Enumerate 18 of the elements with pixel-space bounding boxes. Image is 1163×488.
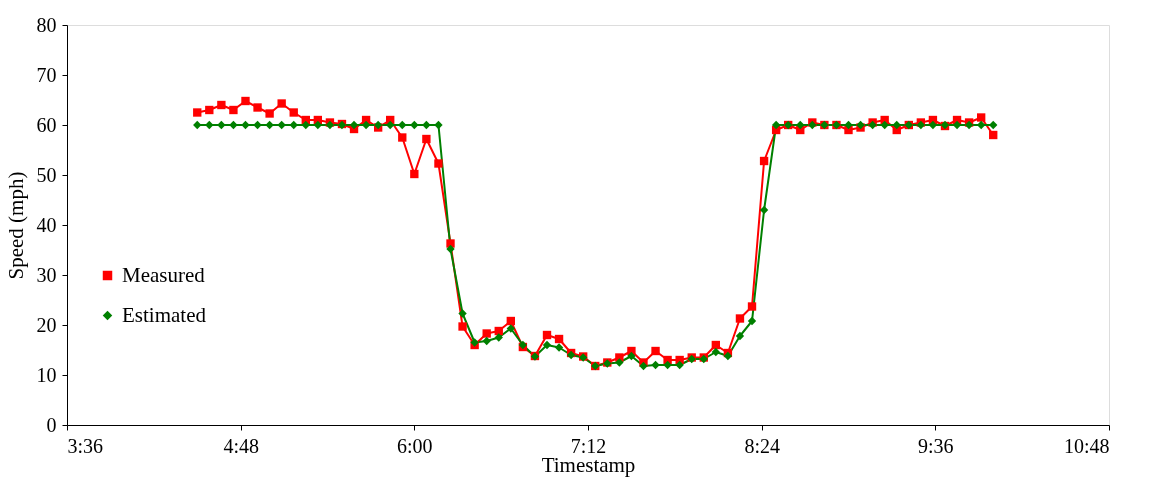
y-tick-label: 70: [36, 63, 57, 86]
y-tick-label: 60: [36, 113, 57, 136]
y-axis-title: Speed (mph): [3, 171, 28, 280]
y-tick-label: 80: [36, 13, 57, 36]
x-tick-label: 8:24: [744, 434, 780, 457]
legend-label: Measured: [122, 262, 206, 287]
x-tick-label: 9:36: [918, 434, 954, 457]
y-tick-label: 10: [36, 363, 57, 386]
y-tick-label: 40: [36, 213, 57, 236]
x-tick-label: 6:00: [397, 434, 433, 457]
x-tick-label: 3:36: [67, 434, 104, 457]
x-tick-label: 10:48: [1063, 434, 1110, 457]
y-tick-label: 30: [36, 263, 57, 286]
legend-label: Estimated: [122, 302, 207, 327]
y-tick-label: 0: [46, 413, 57, 436]
y-tick-label: 50: [36, 163, 57, 186]
x-tick-label: 4:48: [223, 434, 259, 457]
y-tick-label: 20: [36, 313, 57, 336]
